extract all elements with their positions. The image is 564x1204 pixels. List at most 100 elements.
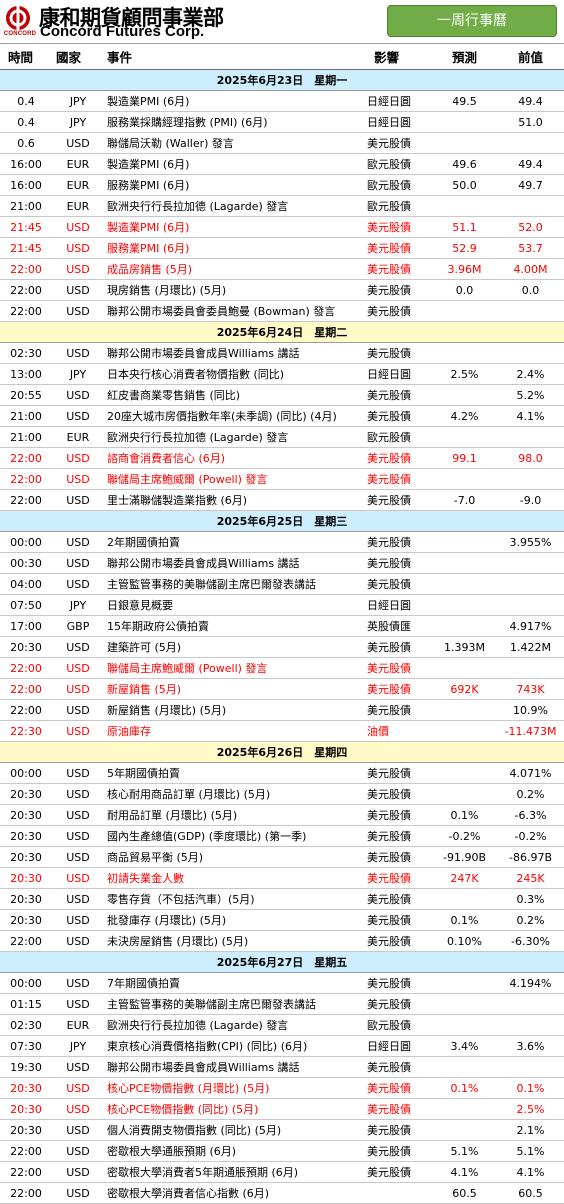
event-prior: 98.0: [497, 447, 564, 469]
event-forecast: [432, 552, 497, 574]
event-time: 16:00: [0, 153, 52, 175]
table-row: 22:00 USD 聯儲局主席鮑威爾 (Powell) 發言 美元股債: [0, 468, 564, 490]
event-name: 成品房銷售 (5月): [104, 258, 364, 280]
event-impact: [364, 1182, 432, 1204]
table-row: 0.4 JPY 服務業採購經理指數 (PMI) (6月) 日經日圓 51.0: [0, 111, 564, 133]
event-impact: 美元股債: [364, 762, 432, 784]
event-prior: 51.0: [497, 111, 564, 133]
economic-calendar-table: 時間 國家 事件 影響 預測 前值 2025年6月23日 星期一 0.4 JPY 製造…: [0, 43, 564, 1204]
event-impact: 日經日圓: [364, 90, 432, 112]
event-name: 7年期國債拍賣: [104, 972, 364, 994]
event-name: 15年期政府公債拍賣: [104, 615, 364, 637]
event-prior: -6.30%: [497, 930, 564, 952]
event-impact: 美元股債: [364, 678, 432, 700]
event-forecast: 5.1%: [432, 1140, 497, 1162]
event-prior: [497, 468, 564, 490]
event-prior: [497, 426, 564, 448]
event-country: JPY: [52, 363, 104, 385]
event-prior: -6.3%: [497, 804, 564, 826]
event-time: 22:00: [0, 447, 52, 469]
event-name: 密歇根大學消費者5年期通脹預期 (6月): [104, 1161, 364, 1183]
week-calendar-button[interactable]: 一周行事曆: [387, 5, 557, 37]
event-name: 聯儲局主席鮑威爾 (Powell) 發言: [104, 468, 364, 490]
event-name: 國內生產總值(GDP) (季度環比) (第一季): [104, 825, 364, 847]
event-time: 22:00: [0, 489, 52, 511]
event-country: USD: [52, 909, 104, 931]
event-impact: 美元股債: [364, 1119, 432, 1141]
event-country: USD: [52, 930, 104, 952]
event-prior: 4.00M: [497, 258, 564, 280]
event-prior: 4.194%: [497, 972, 564, 994]
event-forecast: -91.90B: [432, 846, 497, 868]
event-name: 新屋銷售 (月環比) (5月): [104, 699, 364, 721]
event-forecast: 0.1%: [432, 1077, 497, 1099]
event-forecast: -0.2%: [432, 825, 497, 847]
event-name: 20座大城市房價指數年率(未季調) (同比) (4月): [104, 405, 364, 427]
event-name: 未決房屋銷售 (月環比) (5月): [104, 930, 364, 952]
event-country: USD: [52, 972, 104, 994]
event-name: 批發庫存 (月環比) (5月): [104, 909, 364, 931]
table-row: 21:00 EUR 歐洲央行行長拉加德 (Lagarde) 發言 歐元股債: [0, 426, 564, 448]
event-forecast: [432, 573, 497, 595]
event-impact: 日經日圓: [364, 594, 432, 616]
event-impact: 美元股債: [364, 216, 432, 238]
event-name: 核心PCE物價指數 (同比) (5月): [104, 1098, 364, 1120]
day-header-row: 2025年6月27日 星期五: [0, 951, 564, 973]
event-prior: [497, 552, 564, 574]
event-name: 聯儲局沃勒 (Waller) 發言: [104, 132, 364, 154]
table-row: 22:00 USD 聯邦公開市場委員會委員鮑曼 (Bowman) 發言 美元股債: [0, 300, 564, 322]
event-time: 02:30: [0, 342, 52, 364]
event-country: USD: [52, 300, 104, 322]
event-country: EUR: [52, 195, 104, 217]
event-impact: 日經日圓: [364, 111, 432, 133]
event-name: 2年期國債拍賣: [104, 531, 364, 553]
event-time: 22:00: [0, 1161, 52, 1183]
table-row: 00:00 USD 7年期國債拍賣 美元股債 4.194%: [0, 972, 564, 994]
table-row: 0.4 JPY 製造業PMI (6月) 日經日圓 49.5 49.4: [0, 90, 564, 112]
table-row: 20:30 USD 國內生產總值(GDP) (季度環比) (第一季) 美元股債 -0.2…: [0, 825, 564, 847]
event-forecast: 49.5: [432, 90, 497, 112]
event-prior: [497, 657, 564, 679]
event-impact: 美元股債: [364, 132, 432, 154]
event-time: 20:30: [0, 1077, 52, 1099]
event-impact: 美元股債: [364, 1077, 432, 1099]
event-impact: 美元股債: [364, 846, 432, 868]
event-forecast: [432, 384, 497, 406]
table-row: 22:00 USD 密歇根大學消費者信心指數 (6月) 60.5 60.5: [0, 1182, 564, 1204]
event-name: 密歇根大學通脹預期 (6月): [104, 1140, 364, 1162]
event-time: 0.4: [0, 111, 52, 133]
event-time: 20:30: [0, 867, 52, 889]
column-header-prior: 前值: [497, 43, 564, 70]
table-row: 20:30 USD 初請失業金人數 美元股債 247K 245K: [0, 867, 564, 889]
event-name: 聯儲局主席鮑威爾 (Powell) 發言: [104, 657, 364, 679]
event-impact: 美元股債: [364, 489, 432, 511]
event-forecast: 0.10%: [432, 930, 497, 952]
event-impact: 美元股債: [364, 1140, 432, 1162]
table-row: 22:00 USD 聯儲局主席鮑威爾 (Powell) 發言 美元股債: [0, 657, 564, 679]
day-title: 2025年6月25日 星期三: [0, 510, 564, 532]
column-header-impact: 影響: [364, 43, 432, 70]
event-forecast: 4.1%: [432, 1161, 497, 1183]
event-prior: 3.6%: [497, 1035, 564, 1057]
event-prior: 4.071%: [497, 762, 564, 784]
event-time: 13:00: [0, 363, 52, 385]
table-row: 20:30 USD 零售存貨（不包括汽車）(5月) 美元股債 0.3%: [0, 888, 564, 910]
event-prior: [497, 1014, 564, 1036]
event-country: USD: [52, 678, 104, 700]
event-time: 0.6: [0, 132, 52, 154]
event-impact: 美元股債: [364, 573, 432, 595]
event-impact: 美元股債: [364, 636, 432, 658]
event-country: USD: [52, 720, 104, 742]
event-name: 服務業PMI (6月): [104, 237, 364, 259]
table-row: 01:15 USD 主管監管事務的美聯儲副主席巴爾發表講話 美元股債: [0, 993, 564, 1015]
event-forecast: [432, 594, 497, 616]
event-forecast: 51.1: [432, 216, 497, 238]
event-forecast: [432, 195, 497, 217]
event-name: 聯邦公開市場委員會委員鮑曼 (Bowman) 發言: [104, 300, 364, 322]
table-row: 00:00 USD 2年期國債拍賣 美元股債 3.955%: [0, 531, 564, 553]
event-name: 東京核心消費價格指數(CPI) (同比) (6月): [104, 1035, 364, 1057]
event-time: 00:00: [0, 531, 52, 553]
column-header-time: 時間: [0, 43, 52, 70]
event-prior: [497, 300, 564, 322]
event-time: 07:30: [0, 1035, 52, 1057]
